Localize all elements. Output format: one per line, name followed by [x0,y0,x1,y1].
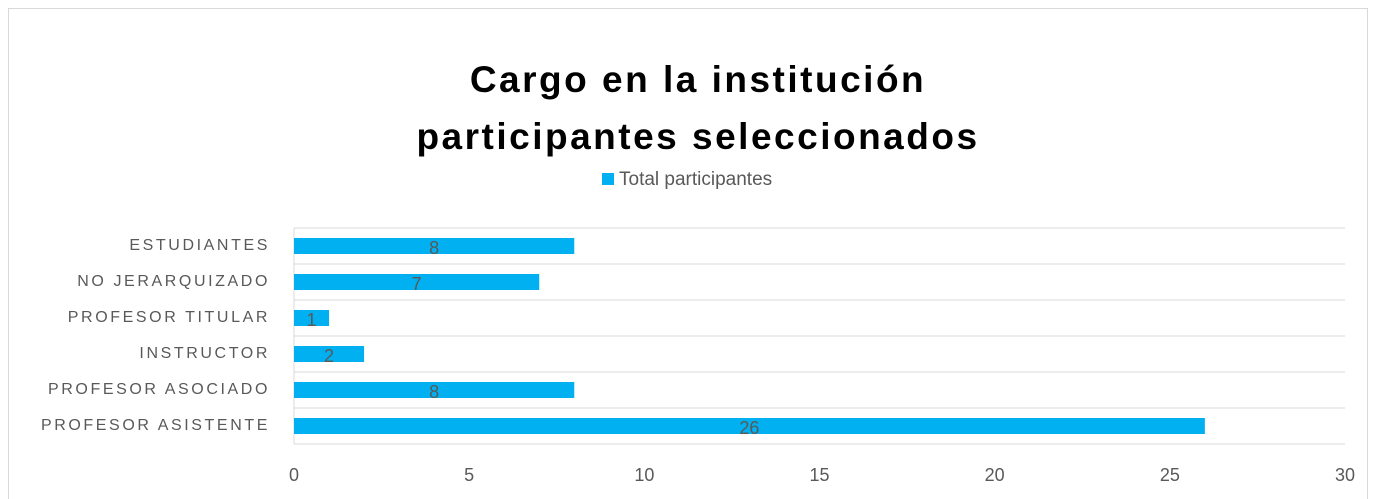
bar [294,310,330,326]
y-tick-label: ESTUDIANTES [129,237,270,254]
bar [294,346,365,362]
x-tick-label: 20 [985,465,1005,485]
data-label: 26 [739,418,759,438]
y-tick-label: PROFESOR ASISTENTE [41,417,270,434]
bar [294,418,1205,434]
x-tick-label: 0 [289,465,299,485]
data-label: 1 [307,310,317,330]
chart-title: participantes seleccionados [416,116,979,157]
y-tick-label: NO JERARQUIZADO [77,273,270,290]
bar [294,382,575,398]
legend-swatch [602,173,614,185]
data-label: 2 [324,346,334,366]
bar [294,274,540,290]
y-tick-label: INSTRUCTOR [139,345,270,362]
chart-title: Cargo en la institución [470,59,926,100]
x-tick-label: 5 [464,465,474,485]
data-label: 7 [412,274,422,294]
data-label: 8 [429,238,439,258]
y-tick-label: PROFESOR ASOCIADO [48,381,270,398]
data-label: 8 [429,382,439,402]
x-tick-label: 30 [1335,465,1355,485]
legend-label: Total participantes [619,169,772,190]
chart-border [8,8,1368,499]
x-tick-label: 25 [1160,465,1180,485]
x-tick-label: 15 [809,465,829,485]
y-tick-label: PROFESOR TITULAR [68,309,270,326]
x-tick-label: 10 [634,465,654,485]
bar [294,238,575,254]
